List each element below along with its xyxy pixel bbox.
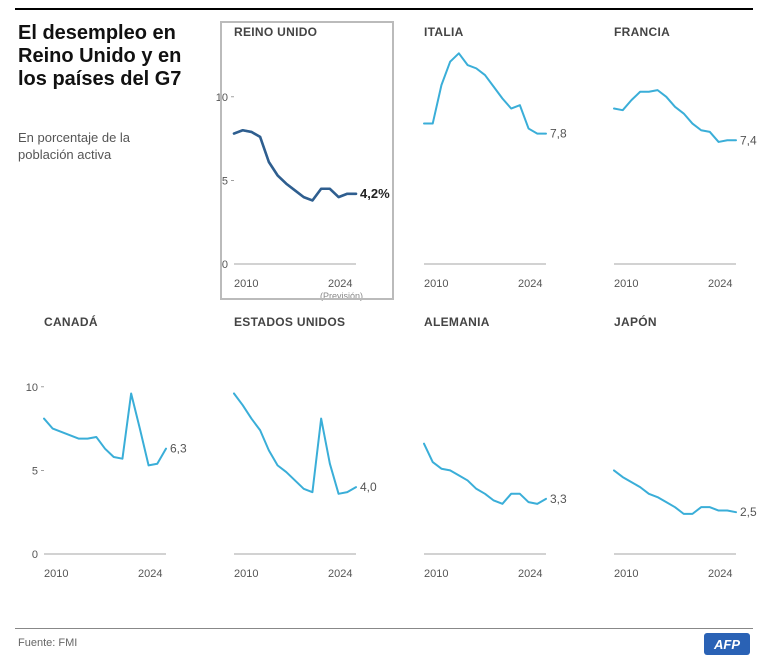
x-tick-label: 2010 bbox=[424, 278, 448, 290]
chart-svg: 3,3 bbox=[400, 337, 580, 562]
panel-title: FRANCIA bbox=[614, 25, 768, 39]
x-tick-label: 2010 bbox=[424, 568, 448, 580]
chart-svg: 2,5 bbox=[590, 337, 768, 562]
panel-canada: CANADÁ 5 10 0 6,3 2010 2024 bbox=[20, 315, 200, 580]
panel-italy: ITALIA 7,8 2010 2024 bbox=[400, 25, 580, 290]
uk-highlight-box bbox=[220, 21, 394, 300]
panel-title: JAPÓN bbox=[614, 315, 768, 329]
panel-title: ITALIA bbox=[424, 25, 580, 39]
panel-title: CANADÁ bbox=[44, 315, 200, 329]
afp-logo: AFP bbox=[704, 633, 750, 655]
x-tick-label: 2010 bbox=[614, 278, 638, 290]
x-tick-label: 2010 bbox=[234, 568, 258, 580]
svg-text:7,4: 7,4 bbox=[740, 133, 757, 147]
svg-text:0: 0 bbox=[32, 549, 38, 561]
panel-france: FRANCIA 7,4 2010 2024 bbox=[590, 25, 768, 290]
x-tick-label: 2024 bbox=[518, 568, 542, 580]
panel-japan: JAPÓN 2,5 2010 2024 bbox=[590, 315, 768, 580]
svg-text:6,3: 6,3 bbox=[170, 442, 187, 456]
svg-text:7,8: 7,8 bbox=[550, 127, 567, 141]
logo-text: AFP bbox=[714, 637, 740, 652]
x-tick-label: 2024 bbox=[138, 568, 162, 580]
chart-svg: 7,8 bbox=[400, 47, 580, 272]
svg-text:2,5: 2,5 bbox=[740, 505, 757, 519]
small-multiples-grid: REINO UNIDO51004,2%20102024(Previsión)IT… bbox=[15, 15, 753, 606]
x-tick-label: 2024 bbox=[518, 278, 542, 290]
panel-germany: ALEMANIA 3,3 2010 2024 bbox=[400, 315, 580, 580]
top-rule bbox=[15, 8, 753, 10]
source-label: Fuente: FMI bbox=[18, 637, 77, 649]
chart-svg: 5 10 0 6,3 bbox=[20, 337, 200, 562]
x-tick-label: 2010 bbox=[614, 568, 638, 580]
panel-title: ALEMANIA bbox=[424, 315, 580, 329]
svg-text:3,3: 3,3 bbox=[550, 492, 567, 506]
svg-text:10: 10 bbox=[26, 382, 38, 394]
x-tick-label: 2024 bbox=[708, 568, 732, 580]
bottom-rule bbox=[15, 628, 753, 629]
chart-figure: El desempleo en Reino Unido y en los paí… bbox=[0, 0, 768, 661]
chart-svg: 7,4 bbox=[590, 47, 768, 272]
x-tick-label: 2024 bbox=[328, 568, 352, 580]
panel-usa: ESTADOS UNIDOS 4,0 2010 2024 bbox=[210, 315, 390, 580]
chart-svg: 4,0 bbox=[210, 337, 390, 562]
panel-title: ESTADOS UNIDOS bbox=[234, 315, 390, 329]
svg-text:5: 5 bbox=[32, 465, 38, 477]
x-tick-label: 2010 bbox=[44, 568, 68, 580]
x-tick-label: 2024 bbox=[708, 278, 732, 290]
svg-text:4,0: 4,0 bbox=[360, 480, 377, 494]
